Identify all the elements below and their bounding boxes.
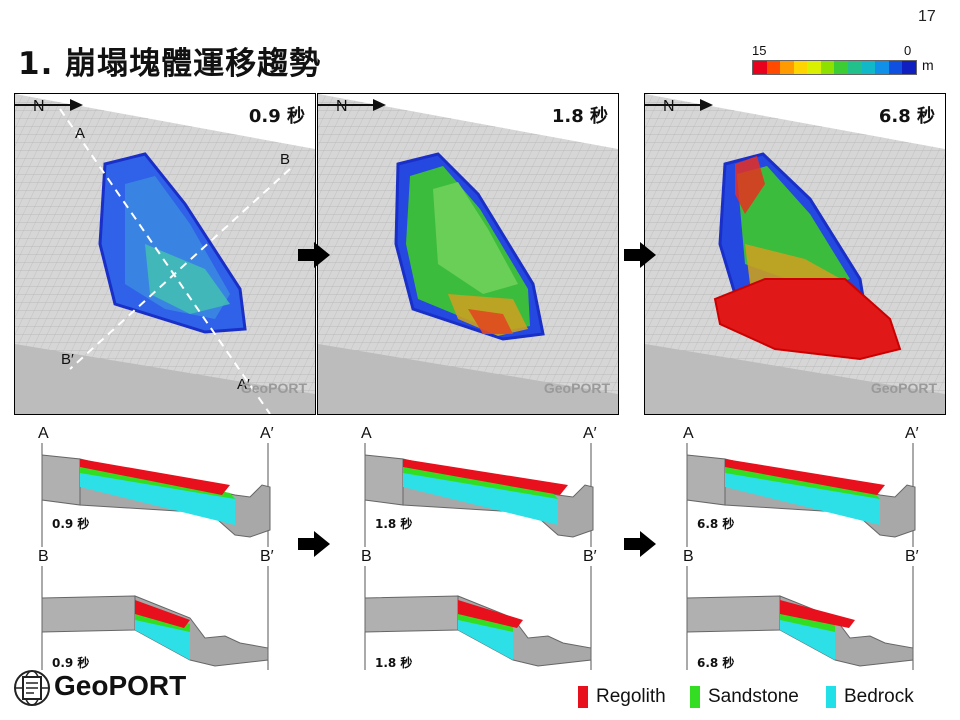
- legend-item-regolith: Regolith: [578, 684, 666, 710]
- scale-min-label: 0: [904, 43, 912, 58]
- arrow-right-icon: [624, 242, 656, 268]
- section-time-label: 1.8 秒: [375, 517, 413, 531]
- panel-watermark: GeoPORT: [543, 380, 610, 396]
- north-arrow-icon: N: [15, 98, 83, 115]
- legend-label: Sandstone: [708, 686, 799, 707]
- arrow-right-icon: [298, 531, 330, 557]
- scale-max-label: 15: [752, 43, 767, 58]
- svg-text:N: N: [663, 98, 675, 115]
- section-left-label: B: [361, 548, 372, 565]
- cross-section-bb-1: B B′ 0.9 秒: [38, 548, 280, 670]
- terrain-view-3: [645, 94, 945, 414]
- north-arrow-icon: N: [318, 98, 386, 115]
- panel-time-label: 6.8 秒: [878, 106, 935, 127]
- panel-watermark: GeoPORT: [870, 380, 937, 396]
- section-left-label: B: [683, 548, 694, 565]
- section-left-label: A: [361, 425, 372, 442]
- simulation-panel-1: A B B′ A′ 0.9 秒 GeoPORT N: [14, 93, 316, 415]
- section-left-label: A: [683, 425, 694, 442]
- section-time-label: 6.8 秒: [697, 517, 735, 531]
- scale-color-step: [766, 61, 781, 74]
- scale-color-step: [848, 61, 862, 74]
- cross-section-aa-1: A A′ 0.9 秒: [38, 425, 280, 547]
- scale-unit: m: [922, 57, 934, 73]
- legend-swatch: [826, 686, 836, 708]
- terrain-view-1: A B B′ A′: [15, 94, 315, 414]
- scale-color-step: [888, 61, 903, 74]
- simulation-panel-3: 6.8 秒 GeoPORT N: [644, 93, 946, 415]
- legend-swatch: [578, 686, 588, 708]
- section-left-label: A: [38, 425, 49, 442]
- section-right-label: B′: [905, 548, 919, 565]
- panel-time-label: 0.9 秒: [248, 106, 305, 127]
- color-scale: 15 0 m: [752, 43, 960, 83]
- legend-swatch: [690, 686, 700, 708]
- terrain-view-2: [318, 94, 618, 414]
- cross-section-bb-2: B B′ 1.8 秒: [361, 548, 603, 670]
- cross-section-aa-3: A A′ 6.8 秒: [683, 425, 925, 547]
- line-label-a: A: [75, 125, 85, 142]
- scale-gradient-bar: [752, 60, 917, 75]
- page-number: 17: [918, 8, 936, 25]
- legend-label: Bedrock: [844, 686, 914, 707]
- legend-label: Regolith: [596, 686, 666, 707]
- scale-color-step: [753, 61, 767, 74]
- scale-color-step: [780, 61, 794, 74]
- svg-text:N: N: [336, 98, 348, 115]
- svg-text:N: N: [33, 98, 45, 115]
- scale-color-step: [820, 61, 835, 74]
- cross-section-bb-3: B B′ 6.8 秒: [683, 548, 925, 670]
- line-label-b-prime: B′: [61, 351, 74, 368]
- section-left-label: B: [38, 548, 49, 565]
- scale-color-step: [834, 61, 849, 74]
- slide-title: 1. 崩塌塊體運移趨勢: [18, 46, 322, 82]
- north-arrow-icon: N: [645, 98, 713, 115]
- geoport-logo: GeoPORT: [12, 668, 212, 712]
- scale-color-step: [875, 61, 889, 74]
- line-label-a-prime: A′: [237, 376, 250, 393]
- section-time-label: 0.9 秒: [52, 517, 90, 531]
- section-right-label: B′: [583, 548, 597, 565]
- section-right-label: A′: [583, 425, 597, 442]
- logo-text: GeoPORT: [54, 670, 187, 701]
- legend-item-sandstone: Sandstone: [690, 684, 799, 710]
- section-time-label: 6.8 秒: [697, 656, 735, 670]
- scale-color-step: [861, 61, 876, 74]
- section-right-label: B′: [260, 548, 274, 565]
- panel-watermark: GeoPORT: [240, 380, 307, 396]
- scale-color-step: [902, 61, 916, 74]
- arrow-right-icon: [624, 531, 656, 557]
- scale-color-step: [793, 61, 808, 74]
- scale-color-step: [807, 61, 821, 74]
- cross-section-aa-2: A A′ 1.8 秒: [361, 425, 603, 547]
- simulation-panel-2: 1.8 秒 GeoPORT N: [317, 93, 619, 415]
- section-time-label: 1.8 秒: [375, 656, 413, 670]
- geoport-logo-icon: [14, 670, 50, 706]
- arrow-right-icon: [298, 242, 330, 268]
- section-time-label: 0.9 秒: [52, 656, 90, 670]
- line-label-b: B: [280, 151, 290, 168]
- section-right-label: A′: [260, 425, 274, 442]
- panel-time-label: 1.8 秒: [551, 106, 608, 127]
- legend-item-bedrock: Bedrock: [826, 684, 914, 710]
- section-right-label: A′: [905, 425, 919, 442]
